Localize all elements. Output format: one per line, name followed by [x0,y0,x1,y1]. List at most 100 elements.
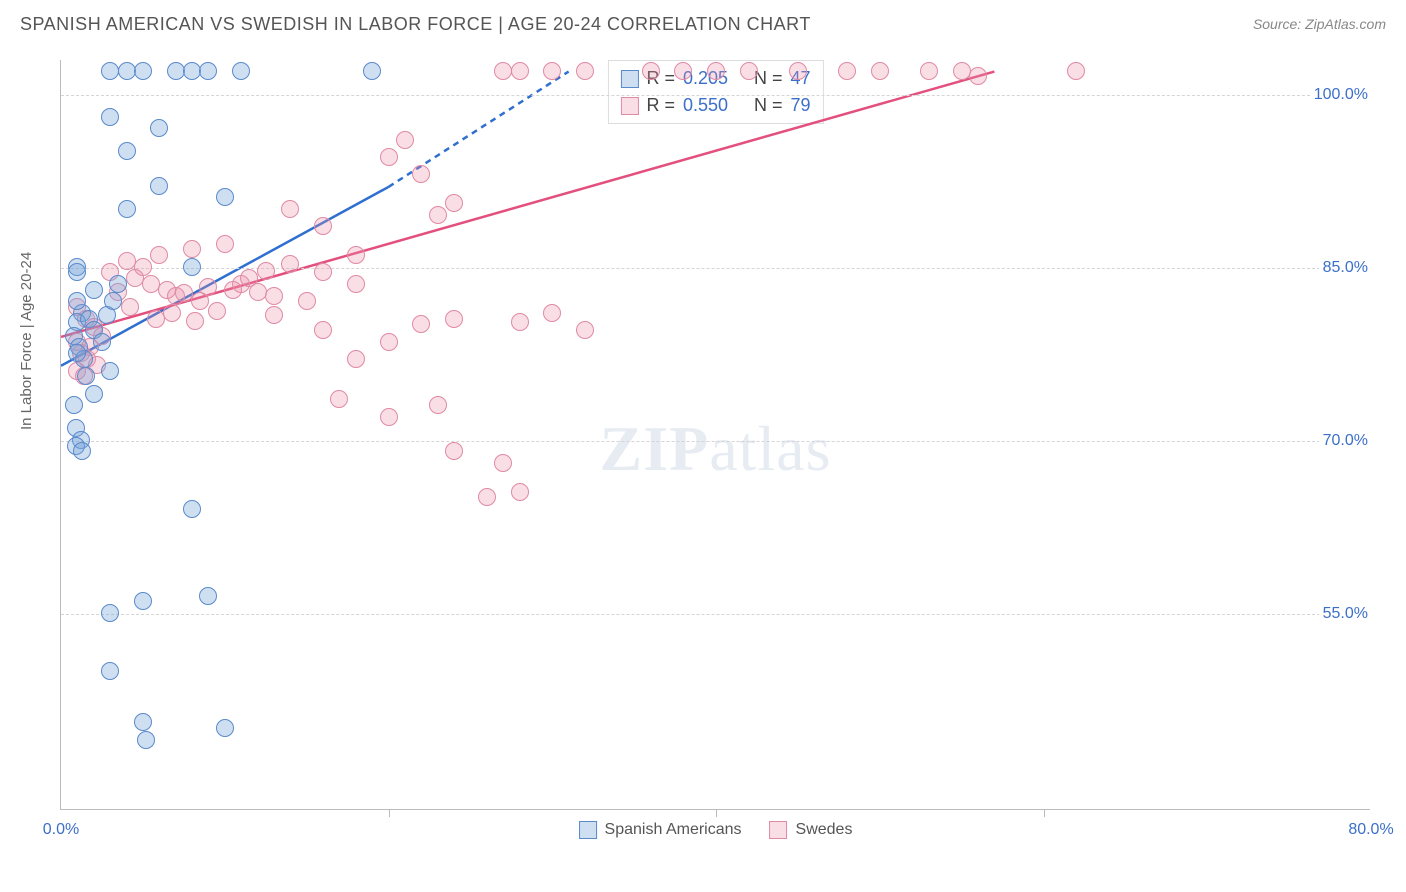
data-point [789,62,807,80]
n-label: N = [754,65,783,92]
data-point [199,62,217,80]
data-point [73,442,91,460]
data-point [347,275,365,293]
data-point [68,292,86,310]
data-point [363,62,381,80]
data-point [314,321,332,339]
data-point [257,262,275,280]
data-point [969,67,987,85]
r-label: R = [646,92,675,119]
gridline-h [61,614,1370,615]
data-point [543,304,561,322]
data-point [134,62,152,80]
legend-row-b: R = 0.550 N = 79 [620,92,810,119]
data-point [68,344,86,362]
data-point [347,350,365,368]
data-point [85,385,103,403]
x-tick [1044,809,1045,817]
data-point [150,119,168,137]
data-point [396,131,414,149]
data-point [216,719,234,737]
data-point [314,217,332,235]
x-tick [716,809,717,817]
data-point [838,62,856,80]
data-point [429,396,447,414]
data-point [920,62,938,80]
data-point [101,604,119,622]
n-value-b: 79 [791,92,811,119]
x-tick [389,809,390,817]
data-point [707,62,725,80]
data-point [240,269,258,287]
data-point [740,62,758,80]
data-point [298,292,316,310]
data-point [265,306,283,324]
data-point [412,315,430,333]
series-legend: Spanish Americans Swedes [579,821,853,839]
data-point [511,313,529,331]
y-tick-label: 70.0% [1319,432,1372,450]
y-tick-label: 100.0% [1310,86,1372,104]
data-point [85,281,103,299]
data-point [380,148,398,166]
data-point [101,662,119,680]
data-point [93,333,111,351]
r-value-b: 0.550 [683,92,728,119]
data-point [412,165,430,183]
data-point [167,62,185,80]
data-point [232,62,250,80]
data-point [347,246,365,264]
data-point [183,500,201,518]
data-point [224,281,242,299]
data-point [147,310,165,328]
data-point [380,408,398,426]
data-point [199,587,217,605]
data-point [478,488,496,506]
legend-label-b: Swedes [796,821,853,839]
trend-lines [61,60,1371,810]
source-credit: Source: ZipAtlas.com [1253,16,1386,32]
data-point [494,454,512,472]
data-point [216,188,234,206]
data-point [1067,62,1085,80]
data-point [314,263,332,281]
x-tick-label: 0.0% [43,821,79,839]
legend-item-a: Spanish Americans [579,821,742,839]
data-point [511,483,529,501]
swatch-a-icon [620,70,638,88]
data-point [330,390,348,408]
data-point [104,292,122,310]
data-point [101,108,119,126]
swatch-a-icon [579,821,597,839]
data-point [953,62,971,80]
data-point [380,333,398,351]
data-point [175,284,193,302]
data-point [65,396,83,414]
x-tick-label: 80.0% [1348,821,1393,839]
data-point [186,312,204,330]
data-point [137,731,155,749]
n-label: N = [754,92,783,119]
data-point [429,206,447,224]
scatter-plot: ZIPatlas R = 0.205 N = 47 R = 0.550 N = … [60,60,1370,810]
data-point [511,62,529,80]
data-point [265,287,283,305]
data-point [642,62,660,80]
y-axis-label: In Labor Force | Age 20-24 [18,252,35,430]
data-point [121,298,139,316]
data-point [674,62,692,80]
swatch-b-icon [620,97,638,115]
data-point [216,235,234,253]
data-point [134,713,152,731]
data-point [199,278,217,296]
legend-label-a: Spanish Americans [605,821,742,839]
data-point [101,362,119,380]
data-point [494,62,512,80]
data-point [183,62,201,80]
data-point [576,321,594,339]
legend-item-b: Swedes [770,821,853,839]
data-point [871,62,889,80]
data-point [208,302,226,320]
data-point [109,275,127,293]
data-point [118,200,136,218]
